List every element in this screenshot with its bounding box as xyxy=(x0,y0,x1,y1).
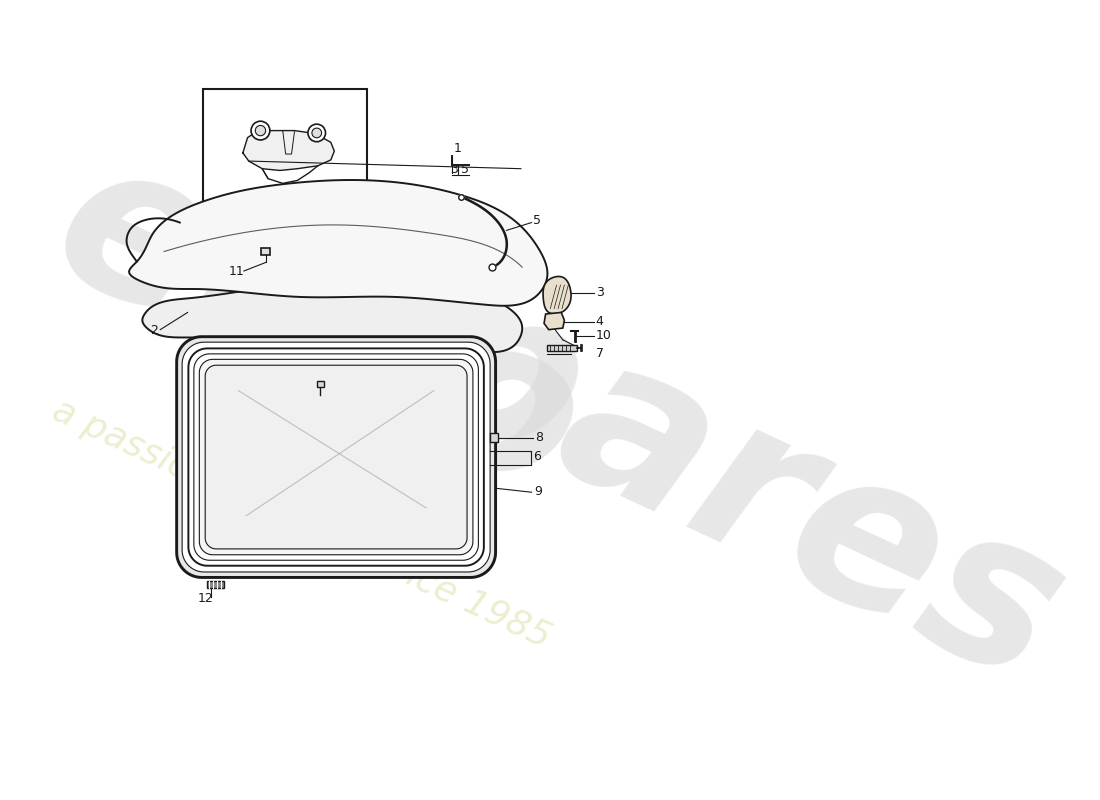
Text: euro: euro xyxy=(23,117,613,540)
FancyBboxPatch shape xyxy=(317,382,324,386)
Text: 4: 4 xyxy=(595,315,604,328)
Text: 5: 5 xyxy=(461,163,470,176)
Text: 9: 9 xyxy=(534,486,542,498)
Text: 12: 12 xyxy=(198,592,213,605)
Text: 5: 5 xyxy=(534,214,541,227)
Text: 1: 1 xyxy=(453,142,461,155)
Circle shape xyxy=(251,122,270,140)
Circle shape xyxy=(255,126,265,136)
Polygon shape xyxy=(142,283,522,352)
Polygon shape xyxy=(177,337,496,578)
Polygon shape xyxy=(199,359,473,554)
Polygon shape xyxy=(206,366,468,549)
Text: 3: 3 xyxy=(595,286,604,299)
Polygon shape xyxy=(183,342,491,572)
Text: 8: 8 xyxy=(536,430,543,444)
Polygon shape xyxy=(188,349,484,566)
FancyBboxPatch shape xyxy=(491,433,498,442)
Text: 3: 3 xyxy=(450,163,458,176)
Text: spares: spares xyxy=(274,195,1094,726)
Polygon shape xyxy=(129,180,548,306)
Polygon shape xyxy=(194,354,478,560)
Polygon shape xyxy=(544,313,564,330)
Polygon shape xyxy=(243,130,334,170)
Text: 10: 10 xyxy=(595,329,612,342)
FancyBboxPatch shape xyxy=(261,248,271,254)
Text: 11: 11 xyxy=(229,265,244,278)
Text: a passion for parts since 1985: a passion for parts since 1985 xyxy=(47,393,556,654)
Circle shape xyxy=(308,124,326,142)
FancyBboxPatch shape xyxy=(547,345,576,350)
Text: 6: 6 xyxy=(534,450,541,463)
Circle shape xyxy=(312,128,321,138)
FancyBboxPatch shape xyxy=(207,581,224,588)
FancyBboxPatch shape xyxy=(204,89,367,212)
Text: 7: 7 xyxy=(595,347,604,360)
Text: 2: 2 xyxy=(150,324,158,338)
Polygon shape xyxy=(543,277,571,314)
